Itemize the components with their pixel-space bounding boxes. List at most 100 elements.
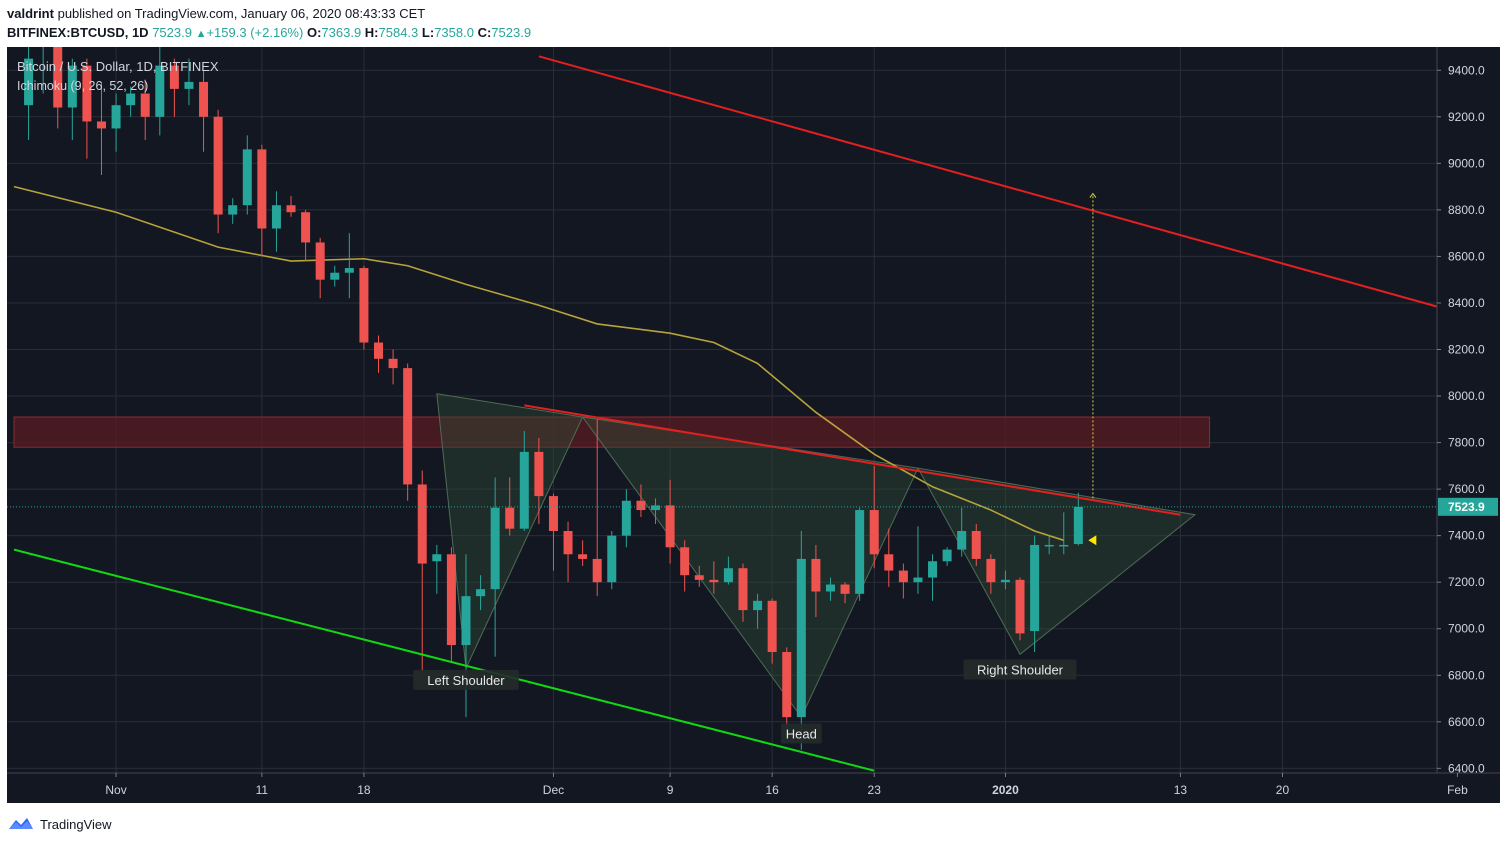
last-price: 7523.9 bbox=[152, 25, 192, 40]
candle bbox=[578, 540, 588, 566]
candle bbox=[417, 470, 427, 671]
current-price-tag bbox=[1438, 497, 1498, 516]
trendline-lower-channel bbox=[13, 548, 875, 772]
candle bbox=[723, 556, 733, 585]
price-tick-label: 8200.0 bbox=[1448, 343, 1485, 357]
price-tick-label: 9200.0 bbox=[1448, 110, 1485, 124]
candle bbox=[228, 198, 238, 224]
candle bbox=[505, 477, 515, 536]
annotation-label: Head bbox=[780, 723, 822, 744]
open-value: 7363.9 bbox=[321, 25, 362, 40]
symbol-label: BITFINEX:BTCUSD, 1D bbox=[7, 25, 149, 40]
price-tick-label: 8800.0 bbox=[1448, 203, 1485, 217]
open-label: O: bbox=[306, 25, 322, 40]
publish-line: valdrint published on TradingView.com, J… bbox=[7, 6, 425, 21]
price-tick-label: 7800.0 bbox=[1448, 436, 1485, 450]
candle bbox=[1073, 492, 1083, 546]
high-value: 7584.3 bbox=[378, 25, 419, 40]
trendline-neckline bbox=[524, 404, 1181, 516]
ichimoku-line bbox=[13, 185, 1065, 542]
chart-frame[interactable]: Left Shoulder Head Right Shoulder 6400.0 66… bbox=[7, 0, 1500, 803]
candle bbox=[855, 507, 865, 601]
time-tick-label: 11 bbox=[256, 783, 269, 797]
svg-text:Head: Head bbox=[786, 726, 817, 741]
chart-legend-indicator: Ichimoku (9, 26, 52, 26) bbox=[17, 79, 148, 93]
price-tick-label: 6800.0 bbox=[1448, 668, 1485, 682]
author-name: valdrint bbox=[7, 6, 54, 21]
candle bbox=[344, 233, 354, 299]
time-tick-label: Feb bbox=[1447, 783, 1468, 797]
candle bbox=[315, 237, 325, 299]
resistance-zone-rect bbox=[13, 416, 1211, 448]
price-tick-label: 7400.0 bbox=[1448, 529, 1485, 543]
candle bbox=[155, 47, 165, 136]
candle bbox=[1000, 570, 1010, 590]
price-tick-label: 8000.0 bbox=[1448, 389, 1485, 403]
trendline-upper-channel bbox=[538, 55, 1458, 314]
candle bbox=[767, 598, 777, 664]
candle bbox=[913, 526, 923, 594]
target-arrowhead-icon bbox=[1089, 192, 1097, 198]
price-tick-label: 9400.0 bbox=[1448, 63, 1485, 77]
footer-brand[interactable]: TradingView bbox=[8, 814, 112, 834]
candle bbox=[825, 577, 835, 601]
time-axis[interactable]: Nov 11 18 Dec 9 16 23 2020 13 20 Feb bbox=[7, 772, 1500, 803]
ichimoku-series bbox=[13, 185, 1065, 542]
candle bbox=[942, 547, 952, 566]
candle bbox=[111, 93, 121, 152]
price-chart[interactable]: Left Shoulder Head Right Shoulder 6400.0 66… bbox=[7, 0, 1500, 803]
candle bbox=[271, 191, 281, 252]
candle bbox=[1044, 535, 1054, 555]
candle bbox=[403, 363, 413, 501]
candle bbox=[957, 507, 967, 557]
candle bbox=[898, 563, 908, 599]
candle bbox=[126, 86, 136, 117]
price-marker-icon bbox=[1088, 535, 1097, 546]
chart-legend-title: Bitcoin / U.S. Dollar, 1D, BITFINEX bbox=[17, 59, 219, 74]
time-tick-label: 23 bbox=[868, 783, 882, 797]
pattern-triangle bbox=[917, 467, 1197, 656]
candle bbox=[446, 547, 456, 662]
price-tick-label: 6600.0 bbox=[1448, 715, 1485, 729]
price-tick-label: 7200.0 bbox=[1448, 575, 1485, 589]
price-tick-label: 9000.0 bbox=[1448, 156, 1485, 170]
ohlc-line: BITFINEX:BTCUSD, 1D 7523.9 ▲+159.3 (+2.1… bbox=[7, 25, 531, 40]
candle bbox=[82, 58, 92, 159]
price-tick-label: 8400.0 bbox=[1448, 296, 1485, 310]
candle bbox=[374, 335, 383, 373]
candle bbox=[1015, 577, 1025, 641]
annotation-label: Left Shoulder bbox=[413, 669, 519, 690]
candle bbox=[709, 561, 719, 594]
svg-text:Right Shoulder: Right Shoulder bbox=[977, 662, 1064, 677]
candle bbox=[519, 430, 529, 531]
candle bbox=[67, 58, 77, 141]
candle bbox=[680, 540, 690, 592]
price-tick-label: 7600.0 bbox=[1448, 482, 1485, 496]
candle bbox=[811, 544, 821, 618]
candle bbox=[140, 79, 150, 141]
candle bbox=[884, 528, 894, 587]
close-label: C: bbox=[477, 25, 492, 40]
low-value: 7358.0 bbox=[434, 25, 474, 40]
candle bbox=[636, 484, 646, 518]
candle bbox=[738, 563, 748, 622]
time-tick-label: 9 bbox=[667, 783, 674, 797]
time-tick-label: 2020 bbox=[992, 783, 1019, 797]
candle bbox=[169, 58, 179, 117]
up-arrow-icon: ▲ bbox=[195, 28, 207, 40]
candle bbox=[782, 647, 792, 727]
candle bbox=[753, 593, 763, 629]
candle bbox=[563, 521, 573, 583]
time-tick-label: 13 bbox=[1174, 783, 1188, 797]
candle bbox=[971, 524, 981, 566]
resistance-zone bbox=[13, 416, 1211, 448]
price-tick-label: 7000.0 bbox=[1448, 622, 1485, 636]
candle bbox=[432, 544, 442, 594]
time-axis-bg bbox=[7, 773, 1500, 803]
candle bbox=[869, 465, 879, 569]
candle bbox=[534, 437, 544, 525]
price-axis[interactable]: 6400.0 6600.0 6800.0 7000.0 7200.0 7400.0 7600… bbox=[1436, 47, 1500, 803]
candle bbox=[476, 575, 486, 611]
target-projection bbox=[1088, 192, 1097, 546]
candle bbox=[592, 419, 602, 597]
